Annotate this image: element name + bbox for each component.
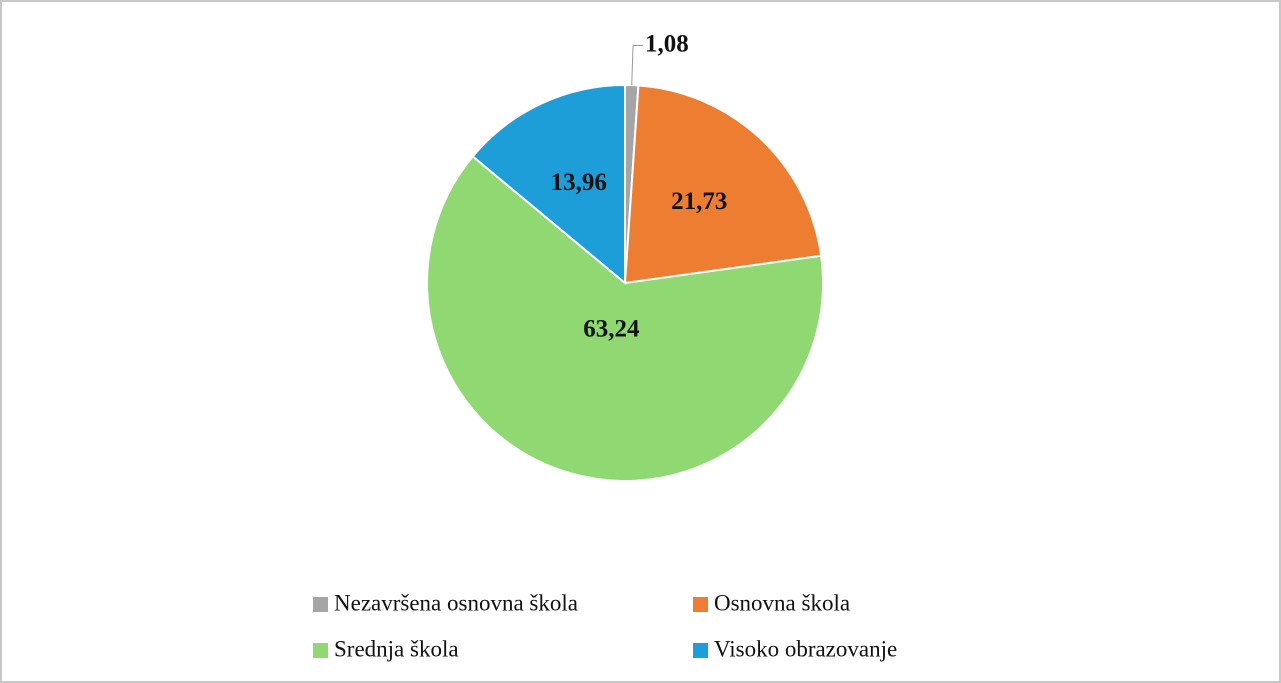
legend-label: Osnovna škola xyxy=(714,590,850,615)
legend-swatch xyxy=(693,597,708,612)
data-label: 1,08 xyxy=(645,30,689,57)
legend-swatch xyxy=(313,643,328,658)
legend-swatch xyxy=(693,643,708,658)
leader-line xyxy=(631,45,644,86)
pie-slice xyxy=(471,83,626,286)
legend-label: Srednja škola xyxy=(334,636,459,661)
legend-swatch xyxy=(313,597,328,612)
data-label: 13,96 xyxy=(551,169,607,196)
legend-label: Visoko obrazovanje xyxy=(714,636,897,661)
legend-label: Nezavršena osnovna škola xyxy=(334,590,578,615)
data-label: 63,24 xyxy=(583,315,640,342)
pie-slice xyxy=(623,84,823,285)
data-label: 21,73 xyxy=(671,188,727,215)
pie-slice xyxy=(426,154,824,482)
